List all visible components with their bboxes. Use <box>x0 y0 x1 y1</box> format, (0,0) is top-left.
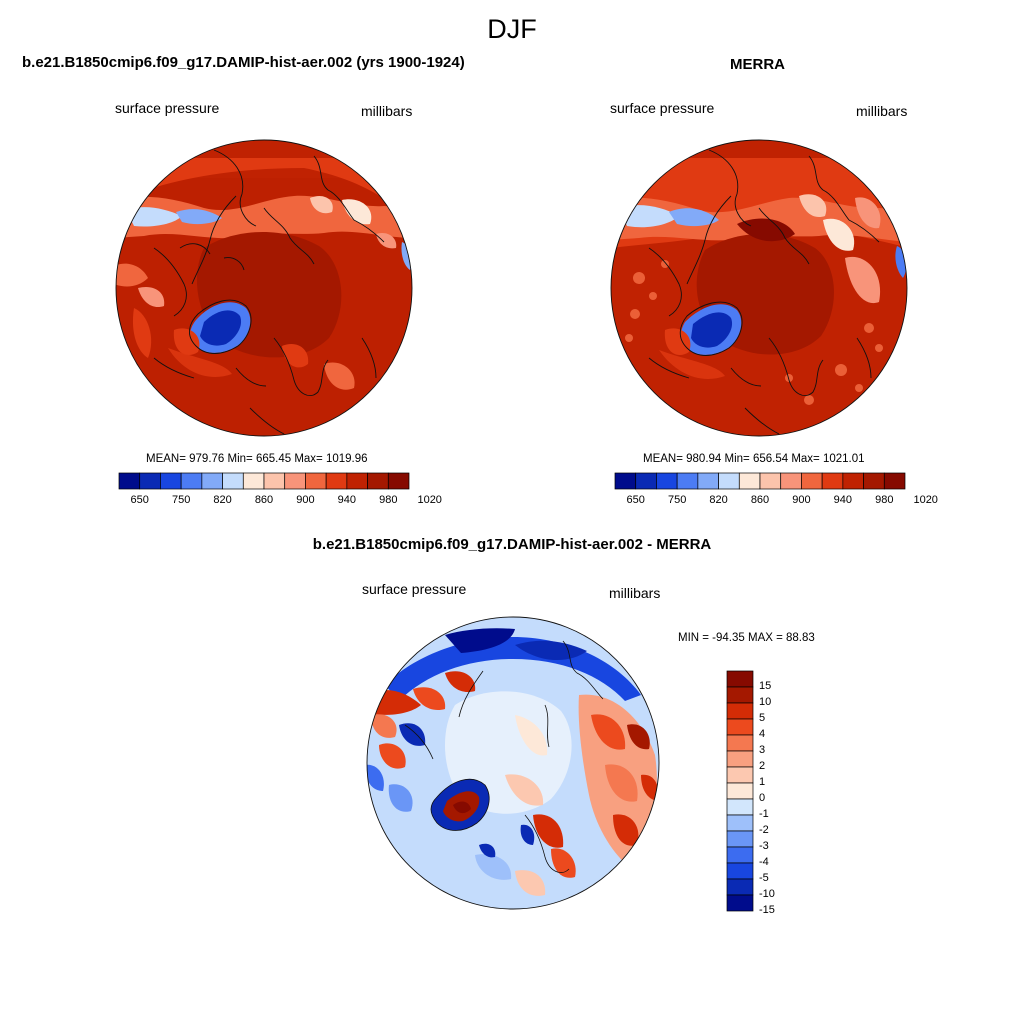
colorbar-merra-swatch <box>883 472 906 490</box>
colorbar-model-tick-label: 980 <box>379 494 398 506</box>
panel1-title: b.e21.B1850cmip6.f09_g17.DAMIP-hist-aer.… <box>22 54 465 71</box>
colorbar-merra-swatch <box>780 472 802 490</box>
colorbar-difference-swatch <box>726 734 754 752</box>
colorbar-difference-swatch <box>726 782 754 800</box>
colorbar-merra-swatch <box>759 472 782 490</box>
colorbar-model-tick-label: 750 <box>171 494 191 506</box>
model-map <box>115 139 413 437</box>
panel2-units-label: millibars <box>856 103 908 119</box>
colorbar-model-swatch <box>305 472 327 490</box>
colorbar-merra-swatch <box>842 472 864 490</box>
colorbar-difference-swatch <box>726 862 754 880</box>
colorbar-difference-tick-label: -1 <box>759 808 769 820</box>
panel1-stats: MEAN= 979.76 Min= 665.45 Max= 1019.96 <box>146 453 368 465</box>
colorbar-model-tick-label: 650 <box>130 494 149 506</box>
colorbar-difference-tick-label: 5 <box>759 712 766 724</box>
panel3-units-label: millibars <box>609 585 661 601</box>
colorbar-difference-swatch <box>726 830 754 848</box>
colorbar-difference-tick-label: 2 <box>759 760 766 772</box>
colorbar-model-tick-label: 860 <box>254 494 274 506</box>
colorbar-merra-tick-label: 940 <box>833 494 853 506</box>
panel2-variable-label: surface pressure <box>610 100 715 116</box>
merra-map <box>610 139 908 437</box>
colorbar-model-swatch <box>284 472 306 490</box>
colorbar-merra-swatch <box>656 472 678 490</box>
colorbar-difference-tick-label: 0 <box>759 792 766 804</box>
panel3-stats: MIN = -94.35 MAX = 88.83 <box>678 632 815 644</box>
colorbar-merra-swatch <box>614 472 637 490</box>
colorbar-difference-tick-label: 10 <box>759 696 772 708</box>
colorbar-difference-tick-label: -4 <box>759 856 769 868</box>
colorbar-merra-tick-label: 860 <box>750 494 770 506</box>
colorbar-merra <box>614 472 906 490</box>
difference-map <box>366 616 660 910</box>
panel2-stats: MEAN= 980.94 Min= 656.54 Max= 1021.01 <box>643 453 865 465</box>
colorbar-difference-tick-label: 3 <box>759 744 766 756</box>
colorbar-difference-swatch <box>726 702 754 720</box>
colorbar-merra-swatch <box>821 472 844 490</box>
colorbar-difference-swatch <box>726 766 754 784</box>
colorbar-difference-swatch <box>726 894 754 912</box>
colorbar-model-swatch <box>139 472 161 490</box>
colorbar-model <box>118 472 410 490</box>
colorbar-difference <box>726 670 754 912</box>
colorbar-difference-swatch <box>726 814 754 832</box>
colorbar-difference-swatch <box>726 846 754 864</box>
colorbar-model-swatch <box>346 472 368 490</box>
colorbar-model-tick-label: 900 <box>296 494 315 506</box>
panel2-title: MERRA <box>730 56 785 73</box>
colorbar-difference-swatch <box>726 670 754 688</box>
colorbar-difference-tick-label: -3 <box>759 840 769 852</box>
colorbar-merra-swatch <box>738 472 761 490</box>
colorbar-difference-tick-label: 15 <box>759 680 772 692</box>
colorbar-merra-swatch <box>863 472 885 490</box>
colorbar-difference-swatch <box>726 750 754 768</box>
colorbar-merra-tick-label: 1020 <box>913 494 938 506</box>
colorbar-model-swatch <box>325 472 348 490</box>
colorbar-difference-swatch <box>726 798 754 816</box>
colorbar-difference-tick-label: -5 <box>759 872 769 884</box>
colorbar-model-swatch <box>118 472 141 490</box>
colorbar-model-tick-label: 1020 <box>417 494 442 506</box>
colorbar-merra-swatch <box>697 472 719 490</box>
colorbar-model-tick-label: 940 <box>337 494 357 506</box>
colorbar-merra-swatch <box>635 472 657 490</box>
colorbar-difference-swatch <box>726 718 754 736</box>
colorbar-model-swatch <box>180 472 203 490</box>
colorbar-model-swatch <box>387 472 410 490</box>
colorbar-model-swatch <box>263 472 286 490</box>
colorbar-difference-tick-label: -15 <box>759 904 775 916</box>
colorbar-model-swatch <box>367 472 389 490</box>
colorbar-merra-swatch <box>676 472 699 490</box>
panel3-variable-label: surface pressure <box>362 581 467 597</box>
colorbar-model-tick-label: 820 <box>213 494 232 506</box>
colorbar-model-swatch <box>242 472 265 490</box>
colorbar-merra-tick-label: 820 <box>709 494 728 506</box>
colorbar-difference-tick-label: -10 <box>759 888 775 900</box>
colorbar-difference-swatch <box>726 686 754 704</box>
colorbar-merra-tick-label: 650 <box>626 494 645 506</box>
figure-title: DJF <box>487 14 537 44</box>
colorbar-model-swatch <box>160 472 182 490</box>
colorbar-difference-tick-label: 4 <box>759 728 766 740</box>
colorbar-merra-swatch <box>801 472 823 490</box>
colorbar-merra-swatch <box>718 472 740 490</box>
panel1-units-label: millibars <box>361 103 413 119</box>
colorbar-difference-tick-label: -2 <box>759 824 769 836</box>
colorbar-merra-tick-label: 980 <box>875 494 894 506</box>
colorbar-difference-tick-label: 1 <box>759 776 766 788</box>
colorbar-difference-swatch <box>726 878 754 896</box>
colorbar-merra-tick-label: 900 <box>792 494 811 506</box>
panel1-variable-label: surface pressure <box>115 100 220 116</box>
colorbar-model-swatch <box>201 472 223 490</box>
colorbar-model-swatch <box>222 472 244 490</box>
colorbar-merra-tick-label: 750 <box>667 494 687 506</box>
panel3-title: b.e21.B1850cmip6.f09_g17.DAMIP-hist-aer.… <box>312 536 712 553</box>
